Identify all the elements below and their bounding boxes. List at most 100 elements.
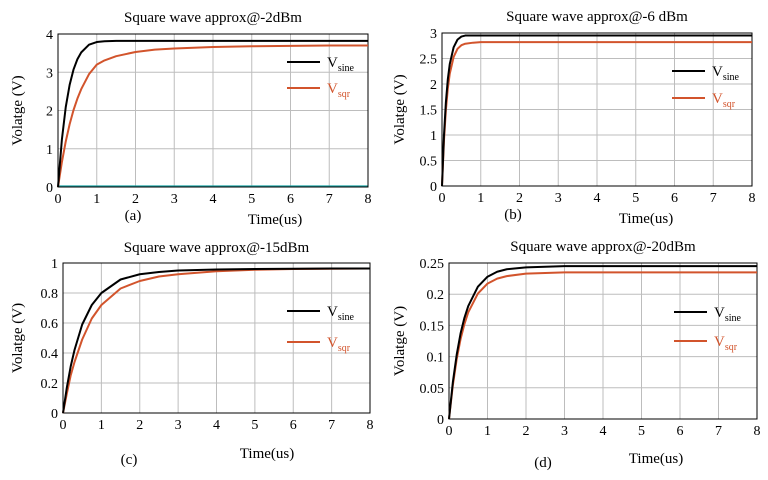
plot-frame <box>57 33 369 188</box>
y-axis-label: Volatge (V) <box>392 306 408 376</box>
panel-label: (c) <box>121 452 138 468</box>
x-tick-label: 8 <box>365 192 372 207</box>
x-axis-label: Time(us) <box>629 451 683 467</box>
y-tick-label: 0 <box>430 180 437 195</box>
chart-panel-b: 0 1 2 3 4 5 6 7 8 0 0.5 1 1.5 2 2.5 3 Square wave approx… <box>392 9 756 227</box>
x-tick-label: 1 <box>93 192 100 207</box>
y-tick-label: 0 <box>437 413 444 428</box>
chart-panel-d: 0 1 2 3 4 5 6 7 8 0 0.05 0.1 0.15 0.2 0.25 Square wave … <box>392 239 761 471</box>
chart-title: Square wave approx@-6 dBm <box>506 9 688 25</box>
chart-title: Square wave approx@-15dBm <box>124 240 310 256</box>
x-tick-label: 3 <box>561 424 568 439</box>
y-axis-label: Volatge (V) <box>10 303 26 373</box>
x-tick-label: 2 <box>132 192 139 207</box>
x-tick-label: 1 <box>484 424 491 439</box>
x-axis-label: Time(us) <box>619 211 673 227</box>
y-tick-label: 0.25 <box>420 257 445 272</box>
x-tick-label: 1 <box>98 418 105 433</box>
x-tick-label: 0 <box>439 191 446 206</box>
x-tick-label: 3 <box>555 191 562 206</box>
x-axis-label: Time(us) <box>240 446 294 462</box>
y-tick-label: 1.5 <box>420 104 438 119</box>
x-tick-label: 4 <box>213 418 220 433</box>
x-tick-label: 0 <box>60 418 67 433</box>
chart-title: Square wave approx@-2dBm <box>124 10 302 26</box>
x-tick-label: 6 <box>671 191 678 206</box>
x-tick-label: 8 <box>754 424 761 439</box>
y-tick-label: 0.6 <box>41 317 59 332</box>
legend-label-sine: Vsine <box>712 64 740 83</box>
x-tick-label: 4 <box>600 424 607 439</box>
y-tick-label: 3 <box>430 27 437 42</box>
x-tick-label: 7 <box>326 192 333 207</box>
x-tick-label: 5 <box>638 424 645 439</box>
legend-label-sqr: Vsqr <box>712 91 736 110</box>
x-tick-label: 8 <box>367 418 374 433</box>
x-tick-label: 4 <box>594 191 601 206</box>
panel-label: (b) <box>504 207 522 223</box>
x-tick-label: 1 <box>477 191 484 206</box>
x-tick-label: 2 <box>523 424 530 439</box>
legend-label-sine: Vsine <box>327 55 355 74</box>
y-tick-label: 2 <box>46 105 53 120</box>
x-tick-label: 6 <box>677 424 684 439</box>
x-tick-label: 3 <box>171 192 178 207</box>
y-tick-label: 2.5 <box>420 53 438 68</box>
y-tick-label: 0.2 <box>41 377 59 392</box>
y-axis-label: Volatge (V) <box>392 74 408 144</box>
legend-label-sine: Vsine <box>327 304 355 323</box>
y-tick-label: 0.1 <box>427 351 445 366</box>
legend: Vsine Vsqr <box>674 305 742 353</box>
x-tick-label: 3 <box>175 418 182 433</box>
y-tick-label: 3 <box>46 66 53 81</box>
x-tick-label: 7 <box>715 424 722 439</box>
x-tick-label: 5 <box>632 191 639 206</box>
x-tick-label: 2 <box>136 418 143 433</box>
y-tick-label: 0.8 <box>41 287 59 302</box>
y-tick-label: 1 <box>51 257 58 272</box>
x-axis-label: Time(us) <box>248 212 302 228</box>
series-line-sine <box>448 265 757 420</box>
y-tick-label: 2 <box>430 78 437 93</box>
x-tick-label: 5 <box>248 192 255 207</box>
chart-panel-a: 0 1 2 3 4 5 6 7 8 0 1 2 3 4 Square wave approx@-2dBm Ti… <box>10 10 372 228</box>
y-tick-label: 0.4 <box>41 347 59 362</box>
x-tick-label: 4 <box>210 192 217 207</box>
y-tick-label: 0.05 <box>420 382 445 397</box>
series-line-sine <box>62 267 370 414</box>
x-tick-label: 6 <box>290 418 297 433</box>
x-tick-label: 0 <box>55 192 62 207</box>
series-line-sine <box>441 34 752 187</box>
y-axis-label: Volatge (V) <box>10 75 26 145</box>
plot-frame <box>62 262 371 414</box>
series-line-sqr <box>57 44 368 188</box>
y-tick-label: 0 <box>46 181 53 196</box>
y-tick-label: 1 <box>46 143 53 158</box>
y-tick-label: 0.5 <box>420 155 438 170</box>
chart-panel-c: 0 1 2 3 4 5 6 7 8 0 0.2 0.4 0.6 0.8 1 Square wave appro… <box>10 240 374 468</box>
legend-label-sqr: Vsqr <box>327 335 351 354</box>
y-tick-label: 0 <box>51 407 58 422</box>
y-tick-label: 1 <box>430 129 437 144</box>
legend-label-sine: Vsine <box>714 305 742 324</box>
series-line-sine <box>57 39 368 188</box>
x-tick-label: 8 <box>749 191 756 206</box>
panel-label: (d) <box>534 455 552 471</box>
legend: Vsine Vsqr <box>287 304 355 354</box>
y-tick-label: 0.2 <box>427 288 445 303</box>
y-tick-label: 0.15 <box>420 319 445 334</box>
plot-frame <box>441 32 753 187</box>
x-tick-label: 5 <box>251 418 258 433</box>
y-tick-label: 4 <box>46 28 53 43</box>
x-tick-label: 7 <box>710 191 717 206</box>
x-tick-label: 2 <box>516 191 523 206</box>
plot-frame <box>448 262 758 420</box>
legend-label-sqr: Vsqr <box>714 334 738 353</box>
chart-title: Square wave approx@-20dBm <box>510 239 696 255</box>
legend: Vsine Vsqr <box>287 55 355 100</box>
x-tick-label: 0 <box>446 424 453 439</box>
x-tick-label: 7 <box>328 418 335 433</box>
x-tick-label: 6 <box>287 192 294 207</box>
legend-label-sqr: Vsqr <box>327 81 351 100</box>
